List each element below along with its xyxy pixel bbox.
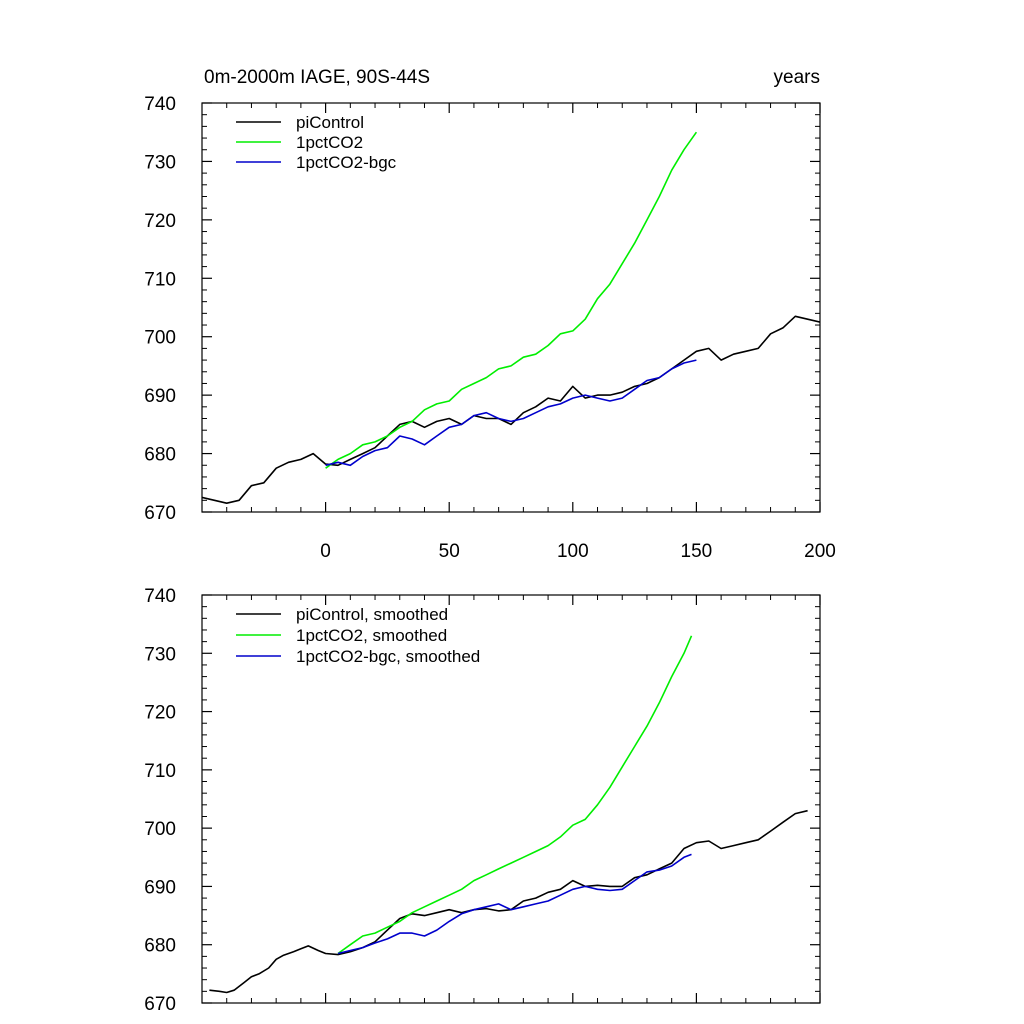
x-tick-label: 0 [320, 541, 331, 562]
series-line-1pctco2 [337, 635, 693, 955]
y-tick-label: 700 [144, 819, 176, 840]
x-tick-label: 100 [557, 541, 589, 562]
x-tick-label: 200 [804, 541, 836, 562]
legend-label: 1pctCO2 [296, 133, 363, 152]
y-tick-label: 690 [144, 386, 176, 407]
y-tick-label: 700 [144, 328, 176, 349]
x-tick-label: 150 [681, 541, 713, 562]
y-tick-label: 720 [144, 703, 176, 724]
top-panel: 670 680 690 700 710 720 730 740 0 50 100 150 200 0m-2… [144, 67, 836, 562]
legend-label: 1pctCO2-bgc [296, 153, 397, 172]
series-line-1pctco2-bgc [337, 853, 692, 955]
series-line-picontrol [202, 315, 820, 505]
y-tick-label: 710 [144, 761, 176, 782]
y-tick-label: 730 [144, 152, 176, 173]
y-tick-label: 690 [144, 877, 176, 898]
legend-label: 1pctCO2, smoothed [296, 626, 447, 645]
legend-label: 1pctCO2-bgc, smoothed [296, 647, 480, 666]
y-tick-label: 740 [144, 586, 176, 607]
plot-frame [201, 102, 821, 513]
y-tick-label: 730 [144, 644, 176, 665]
y-tick-label: 680 [144, 445, 176, 466]
series-line-1pctco2-bgc [325, 359, 697, 467]
chart-title: 0m-2000m IAGE, 90S-44S [204, 67, 430, 88]
plot-frame [201, 594, 821, 1004]
y-tick-label: 710 [144, 269, 176, 290]
series-line-picontrol [209, 809, 808, 994]
legend-label: piControl, smoothed [296, 605, 448, 624]
y-tick-label: 670 [144, 994, 176, 1015]
y-tick-label: 680 [144, 936, 176, 957]
y-tick-label: 740 [144, 94, 176, 115]
y-tick-label: 720 [144, 211, 176, 232]
series-line-1pctco2 [325, 131, 698, 469]
chart-title-right: years [774, 67, 820, 88]
x-tick-label: 50 [439, 541, 460, 562]
bottom-panel: 670 680 690 700 710 720 730 740 piControl, smoot… [144, 586, 821, 1015]
y-tick-label: 670 [144, 503, 176, 524]
legend-label: piControl [296, 113, 364, 132]
